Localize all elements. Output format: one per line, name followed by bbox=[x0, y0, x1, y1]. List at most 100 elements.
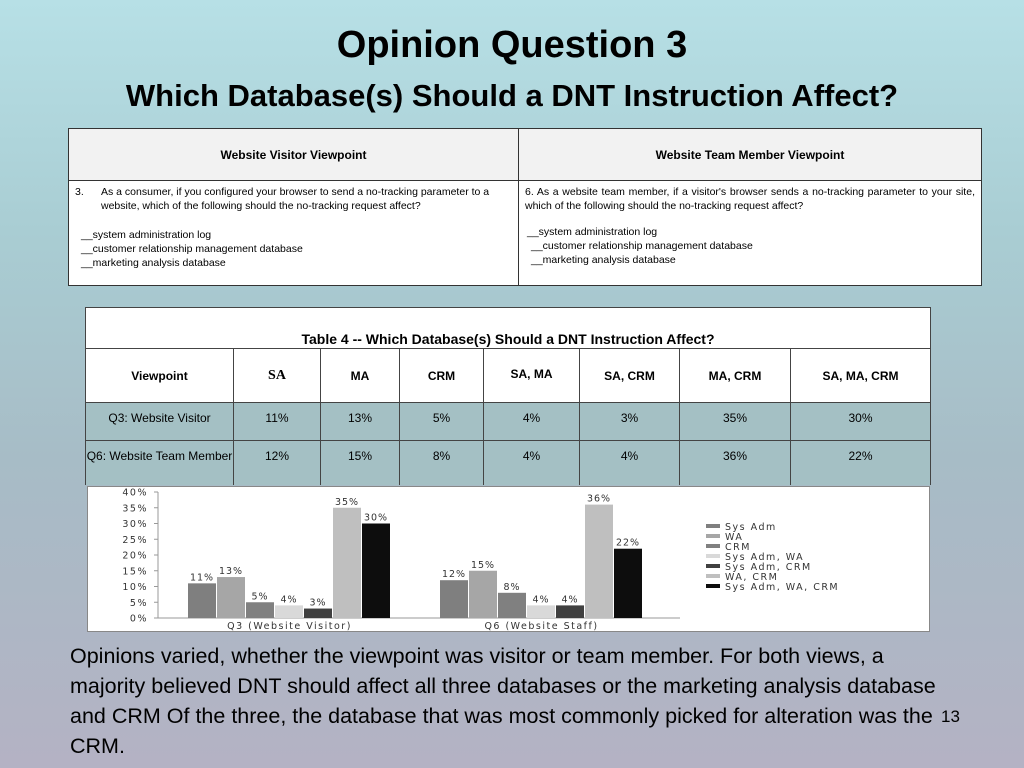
row-value: 22% bbox=[790, 441, 930, 485]
legend-swatch bbox=[706, 584, 720, 588]
header-sa-crm: SA, CRM bbox=[579, 349, 679, 402]
row-value: 35% bbox=[679, 403, 790, 440]
results-row-visitor: Q3: Website Visitor 11% 13% 5% 4% 3% 35%… bbox=[86, 403, 930, 441]
legend-swatch bbox=[706, 534, 720, 538]
header-crm: CRM bbox=[399, 349, 483, 402]
y-tick-label: 20% bbox=[122, 551, 148, 562]
bar-data-label: 35% bbox=[335, 497, 359, 508]
x-category-label: Q3 (Website Visitor) bbox=[227, 621, 352, 631]
team-member-option-sa: __system administration log bbox=[527, 226, 658, 238]
bar-data-label: 12% bbox=[442, 569, 466, 580]
team-member-option-ma: __marketing analysis database bbox=[531, 254, 676, 266]
team-member-question-text: 6. As a website team member, if a visito… bbox=[525, 186, 975, 212]
bar-data-label: 30% bbox=[364, 513, 388, 524]
bar bbox=[333, 507, 361, 618]
legend-label: WA bbox=[725, 532, 743, 543]
bar bbox=[498, 592, 526, 618]
x-category-label: Q6 (Website Staff) bbox=[484, 621, 598, 631]
bar-data-label: 11% bbox=[190, 572, 214, 583]
column-divider bbox=[518, 129, 519, 285]
bar-data-label: 4% bbox=[561, 594, 578, 605]
y-tick-label: 10% bbox=[122, 582, 148, 593]
legend-label: Sys Adm, CRM bbox=[725, 562, 812, 573]
results-header-row: Viewpoint SA MA CRM SA, MA SA, CRM MA, C… bbox=[86, 348, 930, 403]
y-tick-label: 0% bbox=[130, 614, 148, 625]
row-value: 30% bbox=[790, 403, 930, 440]
row-value: 15% bbox=[320, 441, 399, 485]
bar bbox=[275, 605, 303, 618]
bar bbox=[304, 608, 332, 618]
row-value: 13% bbox=[320, 403, 399, 440]
legend-swatch bbox=[706, 574, 720, 578]
team-member-option-crm: __customer relationship management datab… bbox=[531, 240, 753, 252]
team-member-options: __system administration log __customer r… bbox=[527, 225, 753, 267]
visitor-options: __system administration log __customer r… bbox=[81, 228, 303, 270]
y-tick-label: 35% bbox=[122, 503, 148, 514]
legend-label: CRM bbox=[725, 542, 751, 553]
legend-label: WA, CRM bbox=[725, 572, 778, 583]
row-viewpoint: Q6: Website Team Member bbox=[86, 449, 233, 463]
bar bbox=[556, 605, 584, 618]
results-row-team-member: Q6: Website Team Member 12% 15% 8% 4% 4%… bbox=[86, 441, 930, 485]
header-sa: SA bbox=[233, 349, 320, 402]
bar-chart-svg: 0% 5% 10% 15% 20% 25% 30% 35% 40% 11% 13% 5% 4% 3% 35%… bbox=[122, 488, 839, 633]
legend-label: Sys Adm bbox=[725, 522, 777, 533]
row-value: 5% bbox=[399, 403, 483, 440]
visitor-question-text: As a consumer, if you configured your br… bbox=[101, 186, 490, 212]
bar-data-label: 5% bbox=[251, 591, 268, 602]
y-tick-label: 5% bbox=[130, 598, 148, 609]
bar-data-label: 8% bbox=[503, 582, 520, 593]
bar bbox=[440, 580, 468, 618]
visitor-option-ma: __marketing analysis database bbox=[81, 257, 226, 269]
row-value: 12% bbox=[233, 441, 320, 485]
visitor-question-number: 3. bbox=[75, 186, 84, 198]
bar bbox=[527, 605, 555, 618]
row-viewpoint: Q3: Website Visitor bbox=[108, 411, 211, 425]
visitor-question-cell: 3. As a consumer, if you configured your… bbox=[69, 181, 518, 285]
visitor-option-crm: __customer relationship management datab… bbox=[81, 243, 303, 255]
bar-chart: 0% 5% 10% 15% 20% 25% 30% 35% 40% 11% 13% 5% 4% 3% 35%… bbox=[87, 486, 930, 632]
row-value: 4% bbox=[579, 441, 679, 485]
row-value: 4% bbox=[483, 403, 579, 440]
results-table: Table 4 -- Which Database(s) Should a DN… bbox=[85, 307, 931, 485]
legend-swatch bbox=[706, 544, 720, 548]
y-tick-label: 25% bbox=[122, 535, 148, 546]
bar-data-label: 15% bbox=[471, 560, 495, 571]
legend-swatch bbox=[706, 524, 720, 528]
bar-data-label: 4% bbox=[280, 594, 297, 605]
header-ma: MA bbox=[320, 349, 399, 402]
bar bbox=[362, 523, 390, 618]
header-sa-ma: SA, MA bbox=[483, 349, 579, 402]
visitor-viewpoint-header: Website Visitor Viewpoint bbox=[69, 129, 518, 181]
row-value: 36% bbox=[679, 441, 790, 485]
header-viewpoint: Viewpoint bbox=[131, 368, 188, 383]
results-table-caption: Table 4 -- Which Database(s) Should a DN… bbox=[301, 331, 715, 347]
bar bbox=[614, 548, 642, 618]
bar bbox=[585, 504, 613, 618]
bar-data-label: 3% bbox=[309, 598, 326, 609]
slide-title: Opinion Question 3 bbox=[336, 24, 688, 66]
bar bbox=[469, 570, 497, 618]
bar bbox=[188, 583, 216, 618]
legend-label: Sys Adm, WA bbox=[725, 552, 804, 563]
team-member-viewpoint-header: Website Team Member Viewpoint bbox=[519, 129, 981, 181]
question-table: Website Visitor Viewpoint Website Team M… bbox=[68, 128, 982, 286]
visitor-option-sa: __system administration log bbox=[81, 229, 212, 241]
header-ma-crm: MA, CRM bbox=[679, 349, 790, 402]
row-value: 11% bbox=[233, 403, 320, 440]
legend-label: Sys Adm, WA, CRM bbox=[725, 582, 839, 593]
y-tick-label: 15% bbox=[122, 566, 148, 577]
bar-data-label: 4% bbox=[532, 594, 549, 605]
summary-text: Opinions varied, whether the viewpoint w… bbox=[70, 644, 936, 758]
header-sa-ma-crm: SA, MA, CRM bbox=[790, 349, 930, 402]
bar bbox=[217, 577, 245, 618]
team-member-question-cell: 6. As a website team member, if a visito… bbox=[519, 181, 981, 285]
bar-data-label: 22% bbox=[616, 538, 640, 549]
page-number: 13 bbox=[941, 707, 960, 726]
y-tick-label: 40% bbox=[122, 488, 148, 499]
row-value: 3% bbox=[579, 403, 679, 440]
row-value: 4% bbox=[483, 441, 579, 485]
y-tick-label: 30% bbox=[122, 519, 148, 530]
legend-swatch bbox=[706, 554, 720, 558]
bar-data-label: 13% bbox=[219, 566, 243, 577]
